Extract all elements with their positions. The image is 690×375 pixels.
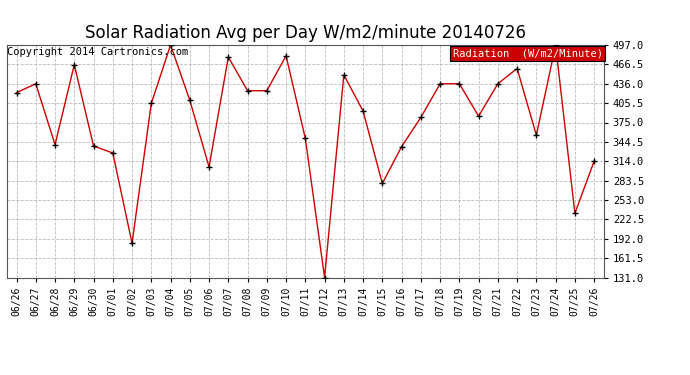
Text: Copyright 2014 Cartronics.com: Copyright 2014 Cartronics.com bbox=[7, 47, 188, 57]
Text: Radiation  (W/m2/Minute): Radiation (W/m2/Minute) bbox=[453, 48, 602, 58]
Title: Solar Radiation Avg per Day W/m2/minute 20140726: Solar Radiation Avg per Day W/m2/minute … bbox=[85, 24, 526, 42]
